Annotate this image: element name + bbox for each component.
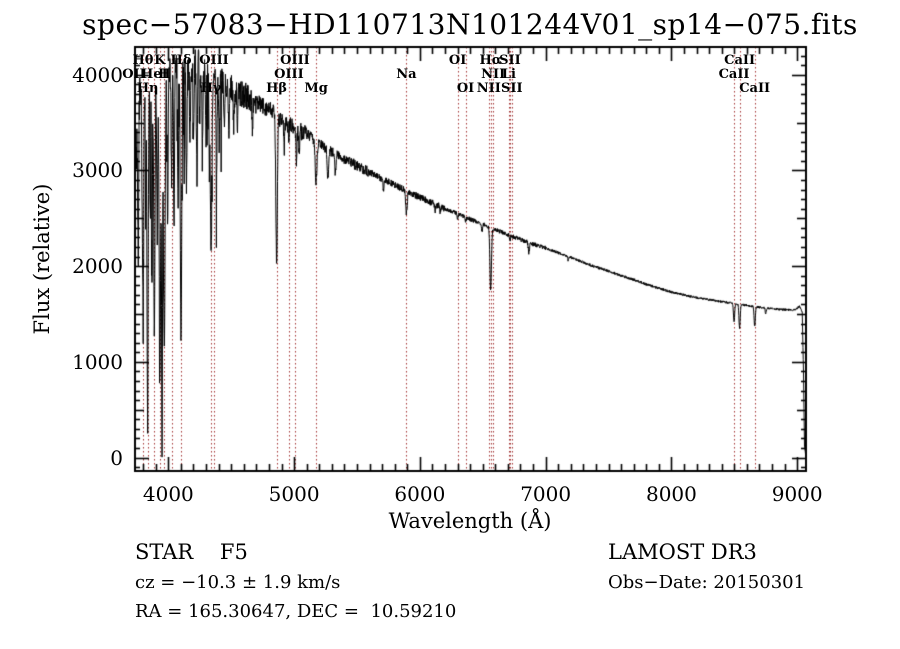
spectral-line-label: K [154, 53, 166, 68]
x-tick-label: 7000 [520, 482, 572, 506]
spectral-line-label: OIII [274, 67, 304, 82]
spectral-line-label: NII [481, 67, 506, 82]
spectral-line-label: Hδ [170, 53, 192, 68]
spectral-line-label: CaII [724, 53, 756, 68]
spectral-line-label: CaII [739, 81, 771, 96]
cz-velocity-text: cz = −10.3 ± 1.9 km/s [135, 572, 341, 593]
x-tick-label: 9000 [771, 482, 823, 506]
obs-date-text: Obs−Date: 20150301 [608, 572, 806, 593]
spectral-line-label: NII [476, 81, 501, 96]
spectral-line-label: Na [396, 67, 417, 82]
x-tick-label: 8000 [645, 482, 697, 506]
x-tick-label: 4000 [142, 482, 194, 506]
x-axis-label: Wavelength (Å) [388, 509, 552, 533]
spectral-line-label: Hη [136, 81, 159, 96]
spectral-line-label: Hβ [266, 81, 288, 96]
spectral-line-label: Li [501, 67, 516, 82]
object-class-text: STAR F5 [135, 540, 248, 564]
y-tick-label: 4000 [72, 62, 123, 87]
spectral-line-label: SII [501, 81, 523, 96]
ra-dec-text: RA = 165.30647, DEC = 10.59210 [135, 601, 457, 622]
spectral-line-label: OI [456, 81, 475, 96]
spectral-line-label: SII [499, 53, 521, 68]
spectral-line-label: OII [122, 67, 146, 82]
spectral-line-label: Mg [304, 81, 328, 96]
y-axis-label: Flux (relative) [30, 183, 54, 335]
y-tick-label: 0 [110, 445, 123, 470]
spectral-line-label: OIII [199, 53, 229, 68]
spectral-line-label: HeI [141, 67, 168, 82]
spectral-line-label: OI [448, 53, 467, 68]
x-tick-label: 6000 [394, 482, 446, 506]
survey-release-text: LAMOST DR3 [608, 540, 757, 564]
spectral-line-label: H [158, 67, 171, 82]
spectral-line-label: Hθ [132, 53, 154, 68]
y-tick-label: 3000 [72, 158, 123, 183]
y-tick-label: 1000 [72, 349, 123, 374]
spectral-line-label: OIII [280, 53, 310, 68]
spectral-line-label: CaII [718, 67, 750, 82]
spectral-line-label: Hγ [200, 81, 222, 96]
x-tick-label: 5000 [268, 482, 320, 506]
y-tick-label: 2000 [72, 254, 123, 279]
spectral-line-label: Hα [479, 53, 502, 68]
plot-title: spec−57083−HD110713N101244V01_sp14−075.f… [82, 8, 858, 41]
